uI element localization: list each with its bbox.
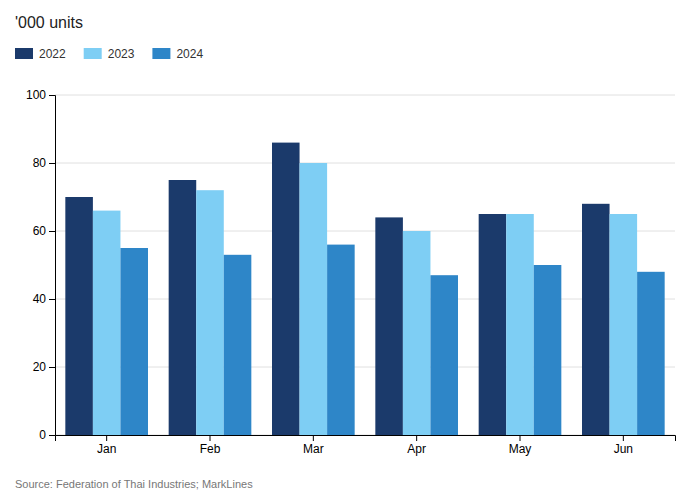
bar-series	[65, 143, 609, 435]
y-tick: 80	[33, 156, 55, 170]
bars	[65, 143, 664, 435]
y-tick-label: 60	[33, 224, 47, 238]
x-tick-label: Feb	[200, 442, 221, 456]
bar	[300, 163, 328, 435]
bar	[327, 245, 355, 435]
bar	[582, 204, 610, 435]
x-tick-label: Mar	[303, 442, 324, 456]
bar-series	[93, 163, 637, 435]
legend-swatch	[152, 48, 170, 59]
y-axis-line	[49, 96, 56, 436]
bar-series	[120, 245, 664, 435]
y-tick-label: 20	[33, 360, 47, 374]
y-tick-label: 40	[33, 292, 47, 306]
y-tick: 0	[39, 428, 55, 442]
x-tick: Jan	[97, 435, 116, 456]
y-tick-mark	[49, 299, 55, 300]
x-tick-label: Jun	[614, 442, 633, 456]
bar	[430, 275, 458, 435]
bar	[403, 231, 431, 435]
x-tick-label: Jan	[97, 442, 116, 456]
bar	[272, 143, 300, 435]
chart: '000 units 0 20 40 60 80 100 Jan Feb Mar Apr May Jun…	[0, 0, 700, 500]
bar	[93, 211, 121, 435]
y-tick-mark	[49, 231, 55, 232]
legend-item: 2023	[84, 47, 135, 61]
x-tick-mark	[210, 435, 211, 441]
y-tick-mark	[49, 95, 55, 96]
grid	[55, 95, 675, 435]
legend-item: 2022	[15, 47, 66, 61]
y-tick: 60	[33, 224, 55, 238]
bar	[169, 180, 197, 435]
x-axis: Jan Feb Mar Apr May Jun	[56, 435, 676, 456]
y-tick-label: 80	[33, 156, 47, 170]
bar	[534, 265, 562, 435]
x-tick: Apr	[407, 435, 426, 456]
bar	[65, 197, 93, 435]
x-tick: May	[509, 435, 532, 456]
x-tick: Jun	[614, 435, 633, 456]
legend-swatch	[15, 48, 33, 59]
annotation: Source: Federation of Thai Industries; M…	[15, 478, 253, 490]
x-tick-mark	[520, 435, 521, 441]
x-tick-mark	[106, 435, 107, 441]
x-tick-mark	[623, 435, 624, 441]
y-tick-mark	[49, 435, 55, 436]
plot: 0 20 40 60 80 100 Jan Feb Mar Apr May Jun	[26, 88, 676, 455]
legend-label: 2023	[108, 47, 135, 61]
legend-label: 2024	[176, 47, 203, 61]
bar	[479, 214, 507, 435]
y-tick-mark	[49, 163, 55, 164]
x-tick-mark	[313, 435, 314, 441]
bar	[375, 217, 403, 435]
y-tick-label: 100	[26, 88, 46, 102]
bar	[196, 190, 224, 435]
bar	[506, 214, 534, 435]
bar	[120, 248, 148, 435]
x-tick-mark	[416, 435, 417, 441]
grid-line	[55, 95, 675, 96]
x-tick: Feb	[200, 435, 221, 456]
legend-label: 2022	[39, 47, 66, 61]
y-tick: 40	[33, 292, 55, 306]
title: '000 units	[15, 14, 83, 31]
bar	[610, 214, 638, 435]
bar	[637, 272, 665, 435]
y-tick-mark	[49, 367, 55, 368]
x-tick: Mar	[303, 435, 324, 456]
y-tick-label: 0	[39, 428, 46, 442]
x-tick-label: Apr	[407, 442, 426, 456]
legend-item: 2024	[152, 47, 203, 61]
legend-swatch	[84, 48, 102, 59]
x-tick-label: May	[509, 442, 532, 456]
legend: 2022 2023 2024	[15, 47, 203, 61]
y-tick: 20	[33, 360, 55, 374]
x-axis-line	[56, 436, 676, 442]
grid-line	[55, 163, 675, 164]
bar	[224, 255, 252, 435]
y-axis: 0 20 40 60 80 100	[26, 88, 56, 442]
y-tick: 100	[26, 88, 55, 102]
